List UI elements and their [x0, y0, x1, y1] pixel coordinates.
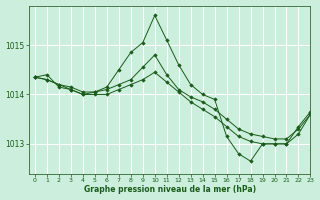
- X-axis label: Graphe pression niveau de la mer (hPa): Graphe pression niveau de la mer (hPa): [84, 185, 256, 194]
